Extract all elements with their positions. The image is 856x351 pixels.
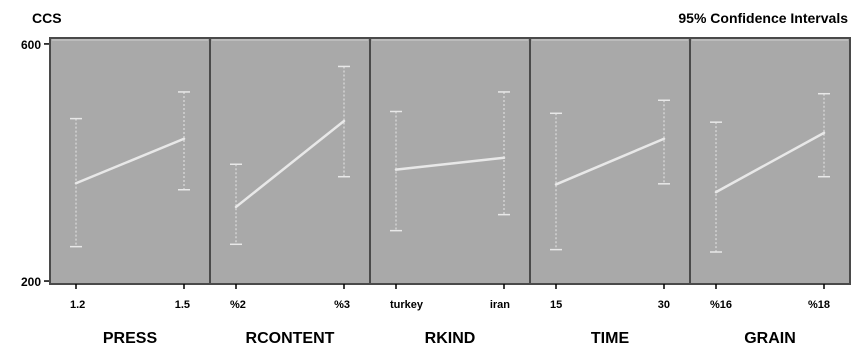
x-tick-label: turkey [390, 299, 424, 311]
panel-grain: %16 %18 GRAIN [689, 37, 851, 347]
x-tick-label: %16 [710, 299, 732, 311]
x-tick-label: %3 [334, 299, 350, 311]
x-tick-label: 15 [550, 299, 562, 311]
x-tick-label: iran [490, 299, 510, 311]
mean-line [554, 137, 666, 186]
panel-rcontent: %2 %3 RCONTENT [209, 37, 371, 347]
factor-label: RKIND [425, 330, 476, 347]
panel-background [209, 37, 371, 285]
chart-title: CCS [32, 10, 62, 26]
factor-label: RCONTENT [246, 330, 335, 347]
mean-line [714, 131, 826, 194]
panel-background [689, 37, 851, 285]
x-tick-label: %18 [808, 299, 830, 311]
x-tick-label: 30 [658, 299, 670, 311]
y-tick-label: 200 [21, 275, 41, 289]
panel-rkind: turkey iran RKIND [369, 37, 531, 347]
mean-line [234, 119, 346, 209]
factor-label: GRAIN [744, 330, 796, 347]
panel-background [369, 37, 531, 285]
factor-label: PRESS [103, 330, 158, 347]
x-tick-label: %2 [230, 299, 246, 311]
mean-line [394, 156, 506, 171]
panel-time: 15 30 TIME [529, 37, 691, 347]
panels: 1.2 1.5 PRESS %2 %3 RCONTENT turkey iran RKIND 15… [49, 37, 851, 347]
panel-press: 1.2 1.5 PRESS [49, 37, 211, 347]
mean-line [74, 137, 186, 185]
factor-label: TIME [591, 330, 630, 347]
x-tick-label: 1.5 [175, 299, 190, 311]
y-tick-label: 600 [21, 38, 41, 52]
confidence-note: 95% Confidence Intervals [678, 10, 848, 26]
x-tick-label: 1.2 [70, 299, 85, 311]
y-axis: 200 600 [21, 38, 50, 289]
